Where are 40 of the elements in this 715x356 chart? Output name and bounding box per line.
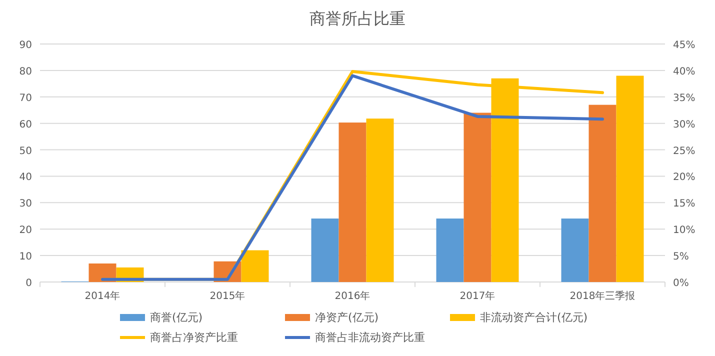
y-tick-label: 40 [19, 172, 32, 184]
bar [464, 112, 492, 282]
legend-label: 商誉占非流动资产比重 [315, 331, 425, 344]
bar [561, 218, 589, 282]
bar [311, 218, 339, 282]
y2-tick-label: 25% [673, 146, 696, 157]
x-tick-label: 2015年 [210, 290, 246, 302]
bar [436, 218, 464, 282]
y2-tick-label: 0% [673, 278, 689, 289]
y2-tick-label: 15% [673, 198, 696, 210]
x-tick-label: 2016年 [334, 290, 370, 302]
x-tick-label: 2018年三季报 [570, 290, 636, 302]
y2-tick-label: 45% [673, 40, 696, 51]
y2-tick-label: 30% [673, 119, 696, 130]
chart-title: 商誉所占比重 [310, 9, 406, 28]
y-tick-label: 70 [19, 92, 32, 104]
y2-tick-label: 40% [673, 66, 696, 78]
bar [338, 122, 366, 282]
y2-tick-label: 10% [673, 225, 696, 236]
y-tick-label: 60 [19, 119, 32, 130]
y-tick-label: 50 [19, 146, 32, 157]
y-tick-label: 20 [19, 225, 32, 236]
y-tick-label: 90 [19, 40, 32, 51]
x-tick-label: 2014年 [84, 290, 120, 302]
legend-label: 商誉占净资产比重 [150, 331, 238, 344]
x-tick-label: 2017年 [460, 290, 496, 302]
legend-label: 净资产(亿元) [315, 311, 379, 324]
bar [616, 76, 644, 282]
y-tick-label: 80 [19, 66, 32, 78]
bar [366, 118, 394, 282]
y2-tick-label: 5% [673, 252, 689, 263]
legend-label: 非流动资产合计(亿元) [480, 311, 588, 324]
bar [88, 263, 116, 282]
y-tick-label: 30 [19, 198, 32, 210]
y2-tick-label: 35% [673, 92, 696, 104]
legend-label: 商誉(亿元) [150, 311, 203, 324]
y-tick-label: 10 [19, 252, 32, 263]
bar [588, 104, 616, 282]
y2-tick-label: 20% [673, 172, 696, 184]
y-tick-label: 0 [26, 278, 32, 289]
